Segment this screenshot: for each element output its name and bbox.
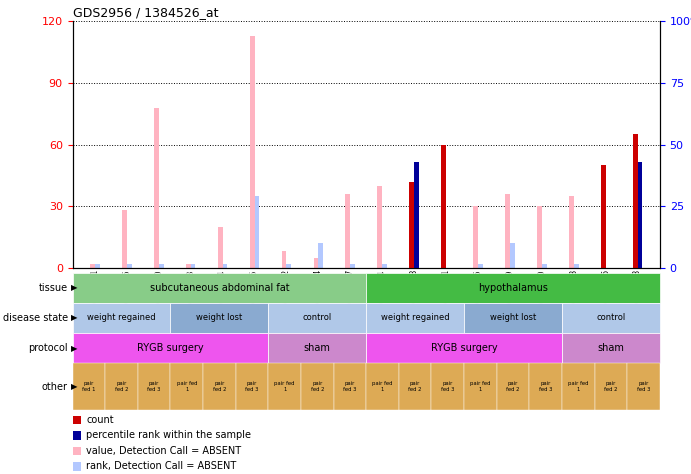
Bar	[601, 165, 605, 268]
Text: pair
fed 3: pair fed 3	[441, 381, 455, 392]
Bar	[90, 264, 95, 268]
Bar	[254, 196, 259, 268]
Bar	[478, 264, 483, 268]
Bar	[159, 264, 164, 268]
Text: pair
fed 2: pair fed 2	[115, 381, 129, 392]
Text: ▶: ▶	[70, 313, 77, 322]
Bar	[122, 210, 127, 268]
Text: pair
fed 1: pair fed 1	[82, 381, 95, 392]
Text: disease state: disease state	[3, 313, 68, 323]
Bar	[223, 264, 227, 268]
Text: percentile rank within the sample: percentile rank within the sample	[86, 430, 252, 440]
Bar	[377, 186, 382, 268]
Text: subcutaneous abdominal fat: subcutaneous abdominal fat	[149, 283, 290, 292]
Text: other: other	[41, 382, 68, 392]
Text: RYGB surgery: RYGB surgery	[430, 343, 498, 353]
Text: pair fed
1: pair fed 1	[176, 381, 197, 392]
Text: pair fed
1: pair fed 1	[470, 381, 491, 392]
Text: tissue: tissue	[39, 283, 68, 292]
Text: pair fed
1: pair fed 1	[568, 381, 589, 392]
Text: weight lost: weight lost	[490, 313, 536, 322]
Text: weight regained: weight regained	[87, 313, 155, 322]
Text: ▶: ▶	[70, 344, 77, 353]
Text: pair
fed 3: pair fed 3	[343, 381, 357, 392]
Text: ▶: ▶	[70, 382, 77, 391]
Bar	[633, 134, 638, 268]
Bar	[638, 162, 643, 268]
Text: sham: sham	[598, 343, 625, 353]
Text: pair
fed 2: pair fed 2	[310, 381, 324, 392]
Bar	[218, 227, 223, 268]
Text: pair
fed 3: pair fed 3	[147, 381, 161, 392]
Bar	[282, 251, 287, 268]
Text: hypothalamus: hypothalamus	[478, 283, 548, 292]
Bar	[191, 264, 196, 268]
Bar	[346, 194, 350, 268]
Bar	[127, 264, 131, 268]
Bar	[537, 206, 542, 268]
Bar	[95, 264, 100, 268]
Text: pair fed
1: pair fed 1	[372, 381, 392, 392]
Bar	[473, 206, 478, 268]
Text: rank, Detection Call = ABSENT: rank, Detection Call = ABSENT	[86, 461, 236, 471]
Text: pair
fed 2: pair fed 2	[408, 381, 422, 392]
Text: sham: sham	[304, 343, 331, 353]
Bar	[350, 264, 355, 268]
Bar	[542, 264, 547, 268]
Bar	[569, 196, 574, 268]
Bar	[414, 162, 419, 268]
Text: count: count	[86, 415, 114, 425]
Text: pair
fed 3: pair fed 3	[245, 381, 258, 392]
Bar	[154, 108, 159, 268]
Text: ▶: ▶	[70, 283, 77, 292]
Bar	[382, 264, 387, 268]
Bar	[186, 264, 191, 268]
Text: control: control	[303, 313, 332, 322]
Text: RYGB surgery: RYGB surgery	[137, 343, 204, 353]
Bar	[510, 243, 515, 268]
Text: pair
fed 2: pair fed 2	[213, 381, 226, 392]
Bar	[314, 257, 319, 268]
Bar	[287, 264, 291, 268]
Text: pair fed
1: pair fed 1	[274, 381, 295, 392]
Text: pair
fed 3: pair fed 3	[539, 381, 552, 392]
Bar	[319, 243, 323, 268]
Text: pair
fed 2: pair fed 2	[604, 381, 618, 392]
Bar	[505, 194, 510, 268]
Text: pair
fed 2: pair fed 2	[507, 381, 520, 392]
Bar	[442, 145, 446, 268]
Text: protocol: protocol	[28, 343, 68, 353]
Text: GDS2956 / 1384526_at: GDS2956 / 1384526_at	[73, 6, 218, 19]
Bar	[574, 264, 578, 268]
Text: control: control	[596, 313, 625, 322]
Text: weight regained: weight regained	[381, 313, 449, 322]
Text: pair
fed 3: pair fed 3	[637, 381, 650, 392]
Bar	[249, 36, 254, 268]
Text: value, Detection Call = ABSENT: value, Detection Call = ABSENT	[86, 446, 241, 456]
Bar	[409, 182, 414, 268]
Text: weight lost: weight lost	[196, 313, 243, 322]
